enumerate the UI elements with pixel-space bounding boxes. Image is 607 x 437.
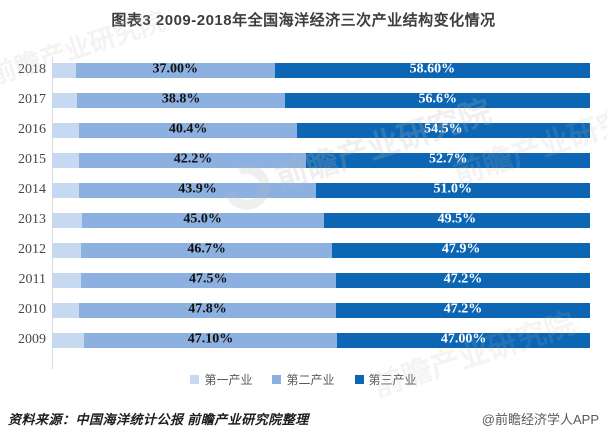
legend-label: 第一产业 xyxy=(204,373,253,387)
value-label-secondary: 46.7% xyxy=(187,241,226,257)
value-label-tertiary: 47.00% xyxy=(440,331,487,347)
segment-tertiary xyxy=(274,62,590,78)
value-label-tertiary: 51.0% xyxy=(433,181,473,197)
y-axis-label: 2010 xyxy=(18,302,46,317)
value-label-tertiary: 58.60% xyxy=(409,61,456,77)
segment-secondary xyxy=(79,152,307,168)
legend-item-primary: 第一产业 xyxy=(190,371,252,388)
legend-swatch-icon xyxy=(354,375,364,384)
segment-tertiary xyxy=(296,122,590,138)
stacked-bar: 43.9% 51.0% xyxy=(52,181,590,198)
value-label-tertiary: 47.2% xyxy=(443,301,483,317)
legend-label: 第三产业 xyxy=(368,373,417,387)
chart-rows: 2018 37.00% 58.60% 2017 38.8% 56.6% 2016 40.4% 5… xyxy=(8,55,590,355)
legend-item-tertiary: 第三产业 xyxy=(354,371,417,388)
value-label-secondary: 47.5% xyxy=(189,271,228,287)
stacked-bar: 37.00% 58.60% xyxy=(52,61,590,78)
segment-secondary xyxy=(81,242,333,258)
segment-tertiary xyxy=(285,92,590,108)
segment-primary xyxy=(52,272,81,288)
segment-secondary xyxy=(79,182,316,198)
bar-row: 2009 47.10% 47.00% xyxy=(8,325,590,355)
stacked-bar: 42.2% 52.7% xyxy=(52,151,590,168)
bar-row: 2011 47.5% 47.2% xyxy=(8,265,590,295)
value-label-secondary: 42.2% xyxy=(173,151,213,167)
value-label-secondary: 37.00% xyxy=(152,61,198,77)
segment-secondary xyxy=(79,122,297,138)
segment-tertiary xyxy=(315,182,590,198)
value-label-tertiary: 47.2% xyxy=(443,271,483,287)
stacked-bar: 46.7% 47.9% xyxy=(52,241,590,258)
y-axis-label: 2015 xyxy=(18,152,46,167)
legend: 第一产业 第二产业 第三产业 xyxy=(0,371,607,388)
stacked-bar: 47.5% 47.2% xyxy=(52,271,590,288)
bar-row: 2018 37.00% 58.60% xyxy=(8,55,590,85)
segment-tertiary xyxy=(306,152,590,168)
y-axis-label: 2014 xyxy=(18,182,46,197)
segment-tertiary xyxy=(336,302,590,318)
segment-primary xyxy=(52,182,80,198)
stacked-bar: 45.0% 49.5% xyxy=(52,211,590,228)
value-label-secondary: 40.4% xyxy=(168,121,208,137)
y-axis-label: 2009 xyxy=(18,332,46,347)
segment-primary xyxy=(52,212,82,228)
y-axis-label: 2018 xyxy=(18,62,46,77)
value-label-secondary: 38.8% xyxy=(161,91,201,107)
value-label-secondary: 45.0% xyxy=(183,211,222,227)
segment-primary xyxy=(52,122,80,138)
segment-primary xyxy=(52,92,77,108)
stacked-bar: 47.8% 47.2% xyxy=(52,301,590,318)
y-axis-label: 2013 xyxy=(18,212,46,227)
segment-secondary xyxy=(81,212,324,228)
segment-secondary xyxy=(76,92,286,108)
segment-tertiary xyxy=(323,212,590,228)
legend-label: 第二产业 xyxy=(286,373,335,387)
segment-secondary xyxy=(80,272,337,288)
segment-tertiary xyxy=(332,242,590,258)
value-label-tertiary: 52.7% xyxy=(428,151,468,167)
y-axis-label: 2016 xyxy=(18,122,46,137)
y-axis-label: 2011 xyxy=(18,272,46,287)
legend-swatch-icon xyxy=(272,375,282,384)
segment-tertiary xyxy=(337,332,590,348)
segment-primary xyxy=(52,302,79,318)
plot-area: 2018 37.00% 58.60% 2017 38.8% 56.6% 2016 40.4% 5… xyxy=(8,55,590,369)
credit-note: @前瞻经济学人APP xyxy=(481,412,599,427)
bar-row: 2013 45.0% 49.5% xyxy=(8,205,590,235)
footer: 资料来源：中国海洋统计公报 前瞻产业研究院整理 @前瞻经济学人APP xyxy=(8,409,599,428)
stacked-bar: 38.8% 56.6% xyxy=(52,91,590,108)
source-note: 资料来源：中国海洋统计公报 前瞻产业研究院整理 xyxy=(8,412,309,427)
bar-row: 2014 43.9% 51.0% xyxy=(8,175,590,205)
value-label-tertiary: 54.5% xyxy=(424,121,463,137)
value-label-secondary: 47.10% xyxy=(187,331,234,347)
value-label-tertiary: 56.6% xyxy=(418,91,457,107)
segment-tertiary xyxy=(336,272,590,288)
legend-swatch-icon xyxy=(190,375,200,384)
y-axis-label: 2017 xyxy=(18,92,46,107)
stacked-bar: 40.4% 54.5% xyxy=(52,121,590,138)
stacked-bar: 47.10% 47.00% xyxy=(52,331,590,348)
segment-primary xyxy=(52,62,76,78)
segment-primary xyxy=(52,242,82,258)
value-label-secondary: 47.8% xyxy=(188,301,227,317)
bar-row: 2016 40.4% 54.5% xyxy=(8,115,590,145)
value-label-secondary: 43.9% xyxy=(178,181,217,197)
value-label-tertiary: 47.9% xyxy=(441,241,481,257)
segment-primary xyxy=(52,152,80,168)
chart-title: 图表3 2009-2018年全国海洋经济三次产业结构变化情况 xyxy=(111,12,496,29)
bar-row: 2010 47.8% 47.2% xyxy=(8,295,590,325)
legend-item-secondary: 第二产业 xyxy=(272,371,335,388)
segment-secondary xyxy=(78,302,337,318)
bar-row: 2012 46.7% 47.9% xyxy=(8,235,590,265)
bar-row: 2017 38.8% 56.6% xyxy=(8,85,590,115)
segment-primary xyxy=(52,332,84,348)
y-axis-label: 2012 xyxy=(18,242,46,257)
segment-secondary xyxy=(75,62,275,78)
value-label-tertiary: 49.5% xyxy=(437,211,477,227)
segment-secondary xyxy=(83,332,338,348)
bar-row: 2015 42.2% 52.7% xyxy=(8,145,590,175)
